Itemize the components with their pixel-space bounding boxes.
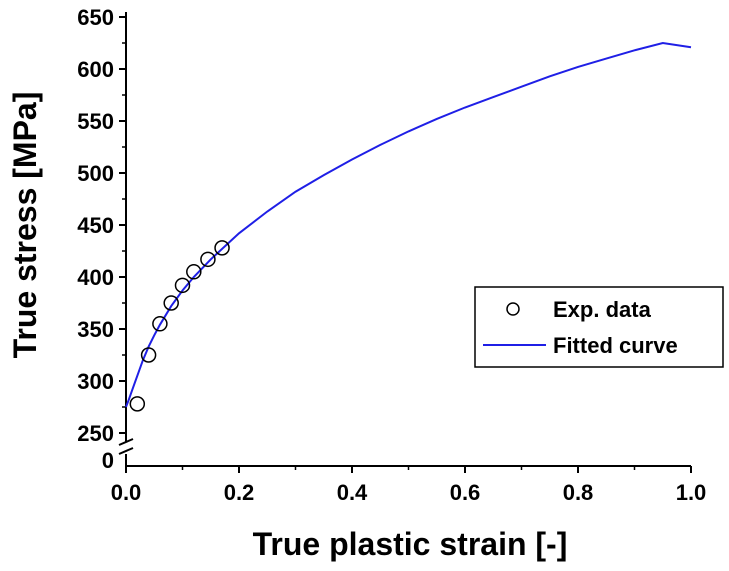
y-ticks: 250 300 350 400 450 500 550 600 650 [77,5,126,446]
y-tick-label: 450 [77,213,114,238]
exp-data-point [214,240,230,256]
exp-data-point [140,347,157,363]
exp-data-point [129,396,146,412]
y-axis-break-marks [118,438,134,455]
legend-box [474,286,724,368]
y-tick-label: 600 [77,57,114,82]
y-tick-label: 550 [77,109,114,134]
y-tick-label: 350 [77,317,114,342]
x-tick-label: 0.6 [450,480,481,505]
fitted-curve-line [125,41,692,408]
x-tick-label: 0.0 [111,480,142,505]
y-tick-label: 300 [77,369,114,394]
y-tick-label: 650 [77,5,114,30]
exp-data-point [200,251,216,268]
x-tick-label: 1.0 [676,480,707,505]
exp-data-point [163,295,179,311]
legend-marker-exp-data [506,302,520,316]
exp-data-point [186,264,202,280]
y-tick-label: 500 [77,161,114,186]
legend-label-exp-data: Exp. data [553,297,652,322]
legend: Exp. data Fitted curve [474,286,724,368]
x-tick-label: 0.4 [337,480,368,505]
y-break-zero-label: 0 [102,448,114,473]
exp-data-point [174,277,191,294]
y-axis-title: True stress [MPa] [7,92,43,359]
series-layer [125,41,692,412]
plot-area: 0.0 0.2 0.4 0.6 0.8 1.0 250 300 350 400 450 500 550… [77,5,706,505]
y-tick-label: 250 [77,421,114,446]
legend-label-fitted-curve: Fitted curve [553,333,678,358]
x-tick-label: 0.2 [224,480,255,505]
x-ticks: 0.0 0.2 0.4 0.6 0.8 1.0 [111,466,707,505]
exp-data-point [152,316,168,332]
y-tick-label: 400 [77,265,114,290]
x-axis-title: True plastic strain [-] [253,526,568,562]
x-tick-label: 0.8 [563,480,594,505]
